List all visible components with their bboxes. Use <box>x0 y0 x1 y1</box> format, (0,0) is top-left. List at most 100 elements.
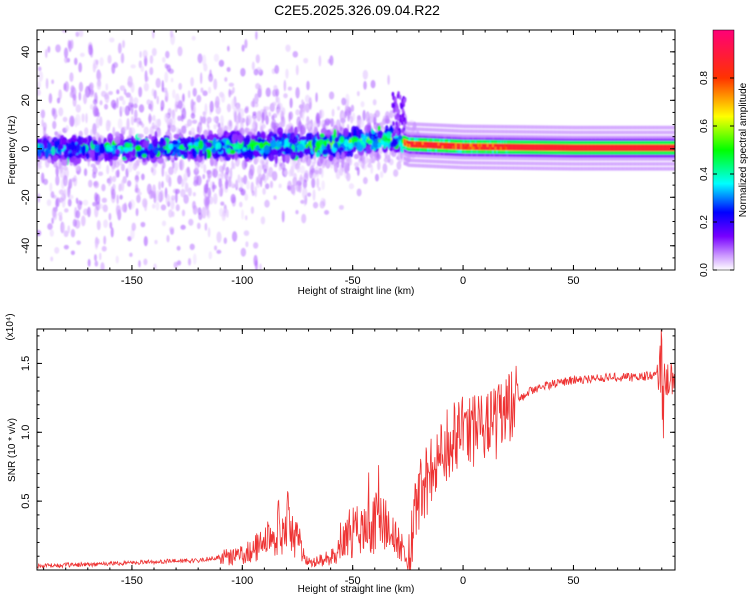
spectrogram-cell <box>452 149 455 153</box>
spectrogram-cell <box>424 148 427 152</box>
spectrogram-cell <box>455 155 457 160</box>
spectrogram-cell <box>415 147 418 152</box>
spectrogram-cell <box>281 137 285 147</box>
spectrogram-cell <box>440 155 443 159</box>
spectrogram-cell <box>578 157 580 161</box>
spectrogram-cell <box>175 191 178 204</box>
spectrogram-cell <box>70 229 76 238</box>
spectrogram-cell <box>235 103 240 110</box>
spectrogram-cell <box>484 124 486 129</box>
spectrogram-cell <box>444 155 447 159</box>
spectrogram-cell <box>400 143 405 154</box>
spectrogram-cell <box>591 150 594 155</box>
spectrogram-cell <box>477 134 480 139</box>
spectrogram-cell <box>474 153 477 157</box>
spectrogram-cell <box>440 145 443 150</box>
spectrogram-cell <box>457 142 460 147</box>
spectrogram-cell <box>565 140 567 145</box>
spectrogram-cell <box>255 82 261 90</box>
spectrogram-cell <box>596 162 599 166</box>
spectrogram-cell <box>288 169 292 177</box>
spectrogram-cell <box>534 150 537 155</box>
spectrogram-cell <box>494 153 497 158</box>
spectrogram-cell <box>187 90 191 99</box>
spectrogram-cell <box>611 125 613 130</box>
spectrogram-cell <box>183 151 189 159</box>
spectrogram-cell <box>431 144 433 149</box>
spectrogram-cell <box>262 187 266 195</box>
spectrogram-cell <box>614 157 616 161</box>
spectrogram-cell <box>549 166 551 171</box>
spectrogram-cell <box>514 161 517 166</box>
spectrogram-cell <box>135 208 139 217</box>
spectrogram-cell <box>594 135 596 140</box>
spectrogram-cell <box>61 157 68 167</box>
spectrogram-cell <box>441 159 444 164</box>
spectrogram-cell <box>509 156 511 161</box>
spectrogram-cell <box>154 118 159 128</box>
spectrogram-cell <box>465 139 468 144</box>
spectrogram-cell <box>289 97 293 109</box>
spectrogram-cell <box>600 135 603 140</box>
spectrogram-cell <box>587 154 590 158</box>
spectrogram-cell <box>627 157 629 161</box>
spectrogram-cell <box>494 139 497 144</box>
spectrogram-cell <box>137 191 142 196</box>
spectrogram-cell <box>584 135 587 140</box>
spectrogram-cell <box>563 135 566 139</box>
spectrogram-cell <box>187 257 192 266</box>
spectrogram-cell <box>463 129 465 134</box>
spectrogram-cell <box>509 125 511 129</box>
spectrogram-cell <box>414 132 416 136</box>
spectrogram-cell <box>590 147 592 152</box>
spectrogram-cell <box>488 143 490 147</box>
spectrogram-cell <box>501 139 504 144</box>
spectrogram-cell <box>590 130 592 135</box>
spectrogram-cell <box>514 156 517 161</box>
spectrogram-cell <box>326 143 331 151</box>
spectrogram-cell <box>315 142 321 148</box>
spectrogram-cell <box>587 135 590 140</box>
spectrogram-cell <box>360 101 365 108</box>
spectrogram-cell <box>441 152 444 156</box>
spectrogram-cell <box>580 150 583 155</box>
spectrogram-cell <box>596 154 599 158</box>
spectrogram-cell <box>547 166 550 171</box>
spectrogram-cell <box>610 125 612 130</box>
spectrogram-cell <box>106 164 110 175</box>
spectrogram-cell <box>611 157 613 161</box>
spectrogram-cell <box>496 161 498 165</box>
spectrogram-cell <box>611 130 613 135</box>
spectrogram-cell <box>535 147 538 151</box>
spectrogram-cell <box>112 62 119 69</box>
spectrogram-cell <box>595 135 598 140</box>
spectrogram-cell <box>461 136 464 140</box>
spectrogram-cell <box>148 113 152 124</box>
spectrogram-cell <box>537 143 539 148</box>
spectrogram-cell <box>469 136 472 140</box>
spectrogram-cell <box>516 150 518 154</box>
spectrogram-cell <box>612 162 615 166</box>
spectrogram-cell <box>555 143 558 148</box>
spectrogram-cell <box>87 258 91 267</box>
spectrogram-cell <box>482 136 485 141</box>
spectrogram-cell <box>456 146 459 150</box>
spectrogram-cell <box>187 187 192 197</box>
spectrogram-cell <box>521 150 524 155</box>
spectrogram-cell <box>448 149 451 153</box>
spectrogram-cell <box>522 166 525 171</box>
spectrogram-cell <box>339 136 345 143</box>
spectrogram-cell <box>108 212 112 221</box>
spectrogram-cell <box>476 139 478 144</box>
spectrogram-cell <box>152 125 158 130</box>
spectrogram-cell <box>567 162 570 166</box>
spectrogram-cell <box>412 144 415 148</box>
spectrogram-cell <box>520 146 522 151</box>
spectrogram-cell <box>406 121 408 125</box>
spectrogram-cell <box>441 142 444 146</box>
spectrogram-cell <box>436 128 439 132</box>
spectrogram-cell <box>455 135 457 140</box>
spectrogram-cell <box>461 124 464 129</box>
spectrogram-cell <box>533 140 535 144</box>
spectrogram-cell <box>592 166 595 171</box>
